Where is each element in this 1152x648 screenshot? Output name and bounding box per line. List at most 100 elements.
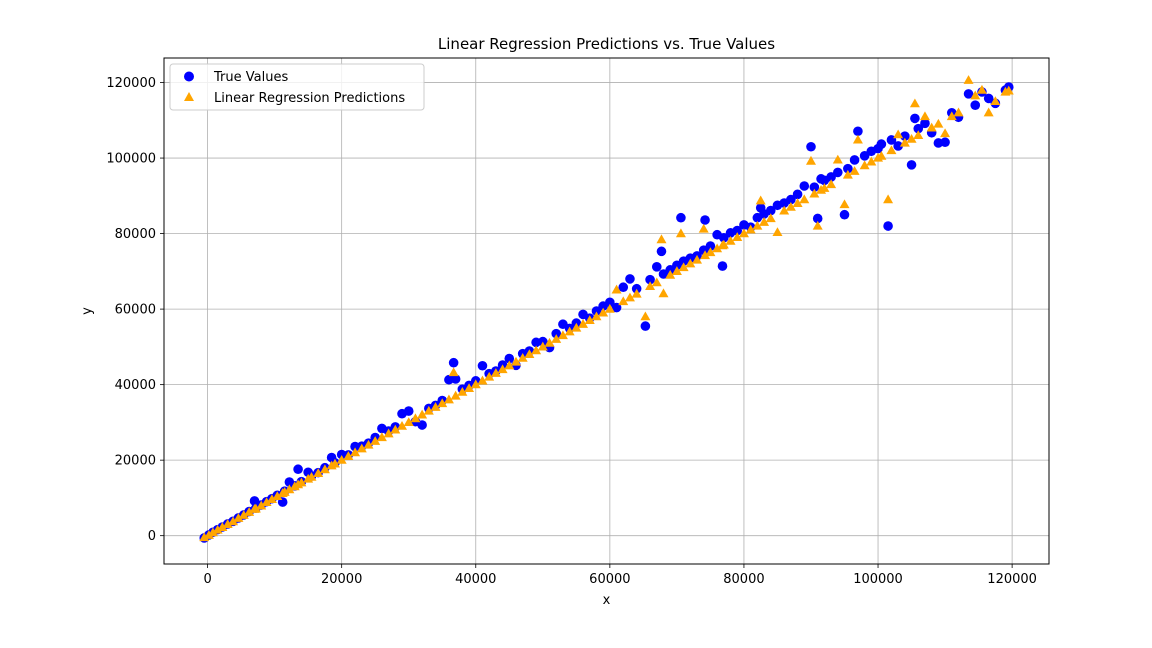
prediction-point: [222, 519, 233, 528]
prediction-point: [913, 130, 924, 140]
prediction-point: [909, 98, 920, 108]
true-value-point: [843, 163, 853, 174]
prediction-point: [799, 194, 810, 204]
prediction-point: [906, 133, 917, 143]
x-tick-label: 120000: [987, 572, 1037, 587]
prediction-point: [443, 394, 454, 404]
prediction-point: [765, 213, 776, 223]
prediction-point: [812, 220, 823, 230]
true-value-point: [893, 141, 903, 151]
true-value-point: [676, 212, 686, 223]
true-value-point: [983, 93, 994, 104]
prediction-point: [437, 398, 448, 408]
prediction-point: [336, 454, 347, 464]
prediction-point: [785, 201, 796, 211]
prediction-point: [859, 160, 870, 170]
prediction-point: [448, 367, 459, 377]
prediction-point: [266, 494, 277, 504]
axes-frame: [163, 57, 1050, 565]
true-value-point: [625, 274, 635, 284]
true-value-point: [910, 113, 920, 124]
prediction-point: [678, 262, 689, 272]
y-tick-label: 80000: [115, 227, 156, 242]
prediction-point: [212, 524, 223, 534]
prediction-point: [217, 522, 228, 531]
prediction-point: [866, 156, 877, 166]
true-value-point: [705, 241, 716, 251]
prediction-point: [819, 183, 830, 192]
prediction-point: [207, 527, 218, 537]
prediction-point: [376, 432, 387, 442]
prediction-point: [665, 269, 676, 279]
true-value-point: [876, 139, 887, 149]
y-axis-label: y: [80, 307, 95, 315]
prediction-point: [645, 281, 656, 291]
true-value-point: [448, 357, 459, 368]
true-value-point: [792, 189, 803, 200]
prediction-point: [477, 375, 488, 385]
legend-label-true-values: True Values: [213, 70, 288, 85]
legend-marker-true-values: [184, 71, 194, 82]
prediction-point: [963, 75, 974, 84]
prediction-point: [990, 96, 1001, 106]
prediction-point: [497, 364, 508, 374]
prediction-point: [953, 107, 964, 117]
true-value-point: [656, 246, 667, 257]
true-value-point: [765, 205, 776, 216]
prediction-point: [832, 154, 843, 164]
y-tick-label: 40000: [115, 378, 156, 393]
prediction-point: [759, 217, 770, 226]
y-tick-label: 120000: [106, 76, 156, 91]
prediction-point: [651, 277, 662, 287]
prediction-point: [464, 383, 475, 393]
prediction-point: [849, 166, 860, 175]
true-value-point: [700, 215, 710, 225]
prediction-point: [390, 424, 401, 434]
prediction-point: [203, 530, 214, 539]
prediction-point: [745, 224, 756, 234]
series-predictions: [199, 75, 1014, 542]
true-value-point: [940, 137, 950, 148]
prediction-point: [779, 205, 790, 215]
prediction-point: [296, 477, 307, 487]
prediction-point: [598, 307, 609, 317]
prediction-point: [544, 337, 555, 347]
true-value-point: [812, 213, 823, 224]
prediction-point: [504, 360, 515, 370]
true-value-point: [417, 420, 427, 430]
prediction-point: [712, 243, 723, 253]
prediction-point: [279, 487, 290, 496]
prediction-point: [244, 507, 255, 516]
prediction-point: [319, 464, 330, 474]
x-axis: 0 20000 40000 60000 80000 100000 120000: [203, 564, 1037, 587]
true-value-point: [618, 282, 629, 293]
prediction-point: [839, 199, 850, 209]
y-tick-label: 20000: [115, 454, 156, 469]
true-value-point: [538, 336, 548, 347]
true-value-point: [551, 328, 562, 339]
true-value-point: [504, 353, 515, 364]
prediction-point: [551, 334, 562, 343]
true-value-point: [900, 131, 910, 141]
true-value-point: [293, 464, 303, 475]
prediction-point: [940, 128, 951, 138]
prediction-point: [510, 356, 521, 366]
prediction-point: [675, 228, 686, 238]
true-value-point: [859, 151, 870, 161]
prediction-point: [329, 458, 340, 468]
prediction-point: [517, 353, 528, 362]
prediction-point: [199, 532, 210, 542]
prediction-point: [926, 122, 937, 132]
x-tick-label: 0: [203, 572, 211, 587]
prediction-point: [640, 311, 651, 321]
true-value-point: [651, 262, 662, 272]
prediction-point: [450, 390, 461, 400]
prediction-point: [578, 319, 589, 328]
true-value-point: [640, 321, 651, 331]
prediction-point: [700, 250, 711, 260]
prediction-point: [692, 254, 703, 264]
legend-box: [169, 63, 425, 111]
prediction-point: [537, 341, 548, 351]
legend: True Values Linear Regression Prediction…: [169, 63, 425, 111]
prediction-point: [430, 402, 441, 411]
